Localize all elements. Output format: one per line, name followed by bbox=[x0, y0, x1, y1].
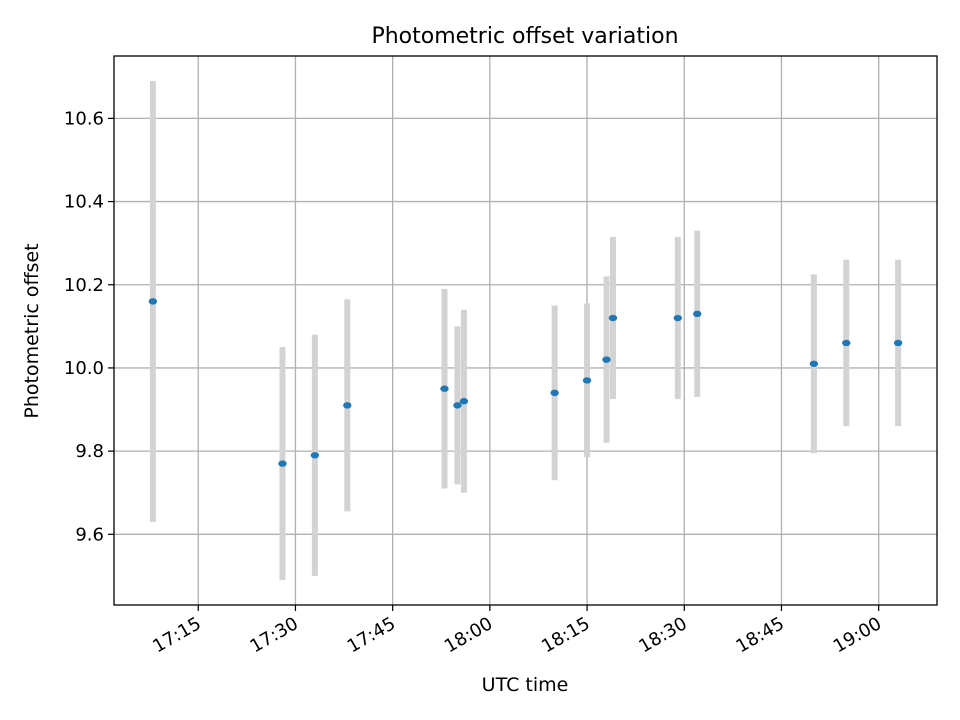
x-tick-label: 17:30 bbox=[247, 613, 302, 657]
data-point bbox=[310, 452, 320, 459]
plot-frame bbox=[113, 55, 938, 606]
y-tick-label: 10.0 bbox=[64, 358, 104, 379]
x-tick-label: 18:30 bbox=[635, 613, 690, 657]
data-point bbox=[693, 310, 702, 318]
data-point bbox=[673, 314, 682, 322]
y-tick-label: 10.6 bbox=[64, 108, 104, 129]
data-point bbox=[893, 339, 903, 347]
y-tick-label: 10.2 bbox=[64, 275, 104, 296]
error-bars bbox=[149, 80, 902, 581]
y-axis: 9.6 9.8 10.0 10.2 10.4 10.6 bbox=[64, 108, 114, 545]
data-point bbox=[278, 460, 287, 467]
x-tick-label: 18:45 bbox=[733, 613, 788, 657]
x-tick-label: 17:15 bbox=[149, 613, 204, 657]
data-point bbox=[148, 298, 158, 305]
data-point bbox=[440, 385, 449, 392]
x-axis: 17:15 17:30 17:45 18:00 18:15 18:30 18:45 19:00 bbox=[149, 605, 885, 657]
grid bbox=[114, 56, 937, 605]
x-tick-label: 18:15 bbox=[538, 613, 593, 657]
y-axis-label: Photometric offset bbox=[21, 243, 43, 418]
data-point bbox=[453, 402, 462, 409]
data-point bbox=[550, 389, 559, 397]
chart-title: Photometric offset variation bbox=[371, 24, 678, 49]
y-tick-label: 9.6 bbox=[75, 524, 104, 545]
data-point bbox=[809, 360, 819, 367]
y-tick-label: 9.8 bbox=[75, 441, 104, 462]
x-tick-label: 17:45 bbox=[344, 613, 399, 657]
data-point bbox=[608, 314, 618, 322]
x-axis-label: UTC time bbox=[482, 674, 569, 696]
data-point bbox=[602, 356, 611, 363]
y-tick-label: 10.4 bbox=[64, 192, 104, 213]
x-tick-label: 18:00 bbox=[441, 613, 496, 657]
data-point bbox=[842, 339, 851, 347]
data-points bbox=[148, 298, 903, 467]
x-tick-label: 19:00 bbox=[830, 613, 885, 657]
data-point bbox=[343, 402, 352, 409]
data-point bbox=[459, 398, 469, 405]
data-point bbox=[582, 377, 592, 384]
